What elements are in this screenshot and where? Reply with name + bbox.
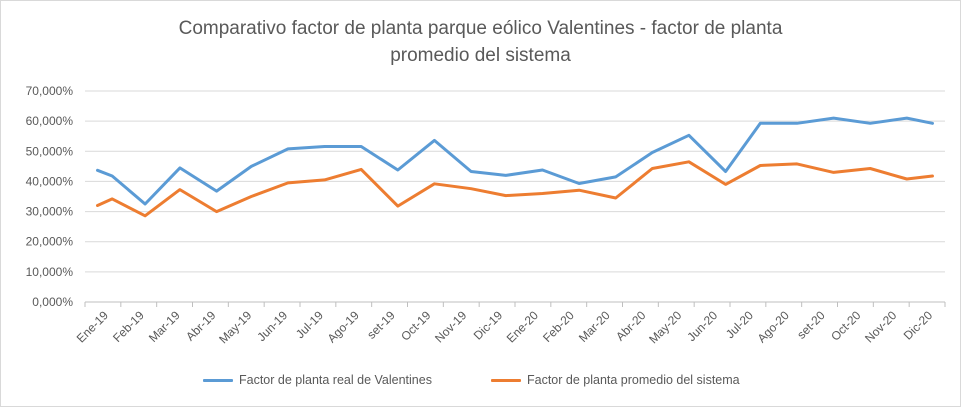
legend-swatch-valentines — [203, 378, 233, 382]
y-tick-label: 0,000% — [32, 295, 73, 309]
y-tick-label: 30,000% — [26, 205, 74, 219]
x-tick-label: Feb-19 — [110, 308, 147, 345]
legend-item-sistema: Factor de planta promedio del sistema — [491, 373, 740, 387]
x-tick-label: Jun-20 — [684, 308, 720, 344]
series-line-sistema — [96, 160, 934, 218]
x-tick-label: set-19 — [364, 308, 398, 342]
y-tick-label: 70,000% — [26, 84, 74, 98]
x-tick-label: Jun-19 — [254, 308, 290, 344]
x-tick-label: May-20 — [646, 308, 684, 346]
y-tick-label: 60,000% — [26, 114, 74, 128]
chart-title: Comparativo factor de planta parque eóli… — [178, 18, 783, 66]
y-tick-label: 10,000% — [26, 265, 74, 279]
x-tick-label: Jul-19 — [293, 308, 326, 341]
x-tick-label: Oct-19 — [398, 308, 434, 344]
x-tick-label: Abr-20 — [613, 308, 649, 344]
x-tick-label: Oct-20 — [828, 308, 864, 344]
legend-swatch-sistema — [491, 378, 521, 382]
x-tick-label: May-19 — [216, 308, 254, 346]
series-line-valentines — [96, 116, 934, 206]
x-tick-label: Ene-20 — [504, 308, 541, 345]
x-tick-label: set-20 — [794, 308, 828, 342]
legend-label-sistema: Factor de planta promedio del sistema — [527, 373, 740, 387]
x-tick-label: Nov-19 — [432, 308, 469, 345]
x-tick-label: Mar-19 — [146, 308, 183, 345]
y-tick-label: 40,000% — [26, 174, 74, 188]
x-tick-label: Ago-20 — [755, 308, 792, 345]
x-tick-label: Dic-20 — [901, 308, 936, 343]
legend-item-valentines: Factor de planta real de Valentines — [203, 373, 432, 387]
y-tick-label: 50,000% — [26, 144, 74, 158]
x-tick-label: Ene-19 — [74, 308, 111, 345]
y-tick-label: 20,000% — [26, 235, 74, 249]
x-tick-label: Dic-19 — [471, 308, 506, 343]
x-tick-label: Abr-19 — [183, 308, 219, 344]
x-tick-label: Mar-20 — [576, 308, 613, 345]
x-tick-label: Jul-20 — [723, 308, 756, 341]
legend-label-valentines: Factor de planta real de Valentines — [239, 373, 432, 387]
x-tick-label: Ago-19 — [325, 308, 362, 345]
x-tick-label: Nov-20 — [862, 308, 899, 345]
x-tick-label: Feb-20 — [540, 308, 577, 345]
